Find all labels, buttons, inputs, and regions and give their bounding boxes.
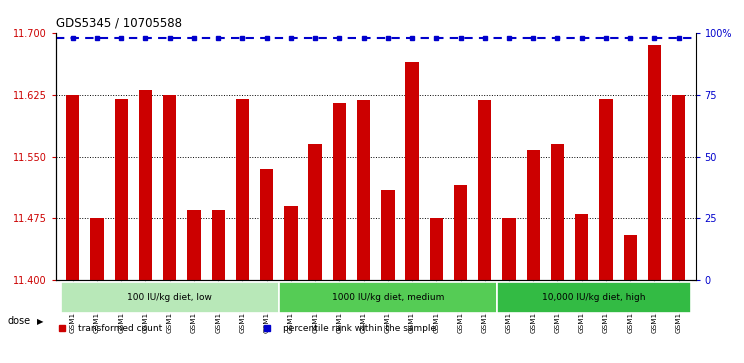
Bar xyxy=(454,185,467,281)
Bar xyxy=(497,282,690,313)
Bar xyxy=(575,215,589,281)
Bar xyxy=(672,95,685,281)
Bar xyxy=(502,219,516,281)
Text: dose: dose xyxy=(7,316,31,326)
Bar xyxy=(600,99,612,281)
Bar xyxy=(279,282,497,313)
Bar xyxy=(139,90,152,281)
Bar xyxy=(211,210,225,281)
Text: transformed count: transformed count xyxy=(78,324,162,333)
Text: 100 IU/kg diet, low: 100 IU/kg diet, low xyxy=(127,293,212,302)
Bar xyxy=(623,235,637,281)
Bar xyxy=(648,45,661,281)
Bar xyxy=(551,144,564,281)
Bar xyxy=(429,219,443,281)
Bar xyxy=(333,103,346,281)
Bar xyxy=(66,95,80,281)
Bar xyxy=(381,189,394,281)
Bar xyxy=(61,282,279,313)
Bar xyxy=(309,144,322,281)
Bar xyxy=(284,206,298,281)
Bar xyxy=(260,169,273,281)
Bar xyxy=(90,219,103,281)
Text: 10,000 IU/kg diet, high: 10,000 IU/kg diet, high xyxy=(542,293,646,302)
Text: GDS5345 / 10705588: GDS5345 / 10705588 xyxy=(56,16,182,29)
Bar xyxy=(115,99,128,281)
Bar xyxy=(405,62,419,281)
Bar xyxy=(163,95,176,281)
Bar xyxy=(187,210,201,281)
Text: ▶: ▶ xyxy=(37,317,44,326)
Text: 1000 IU/kg diet, medium: 1000 IU/kg diet, medium xyxy=(332,293,444,302)
Bar xyxy=(478,101,492,281)
Bar xyxy=(527,150,540,281)
Text: percentile rank within the sample: percentile rank within the sample xyxy=(283,324,436,333)
Bar xyxy=(357,101,371,281)
Bar xyxy=(236,99,249,281)
